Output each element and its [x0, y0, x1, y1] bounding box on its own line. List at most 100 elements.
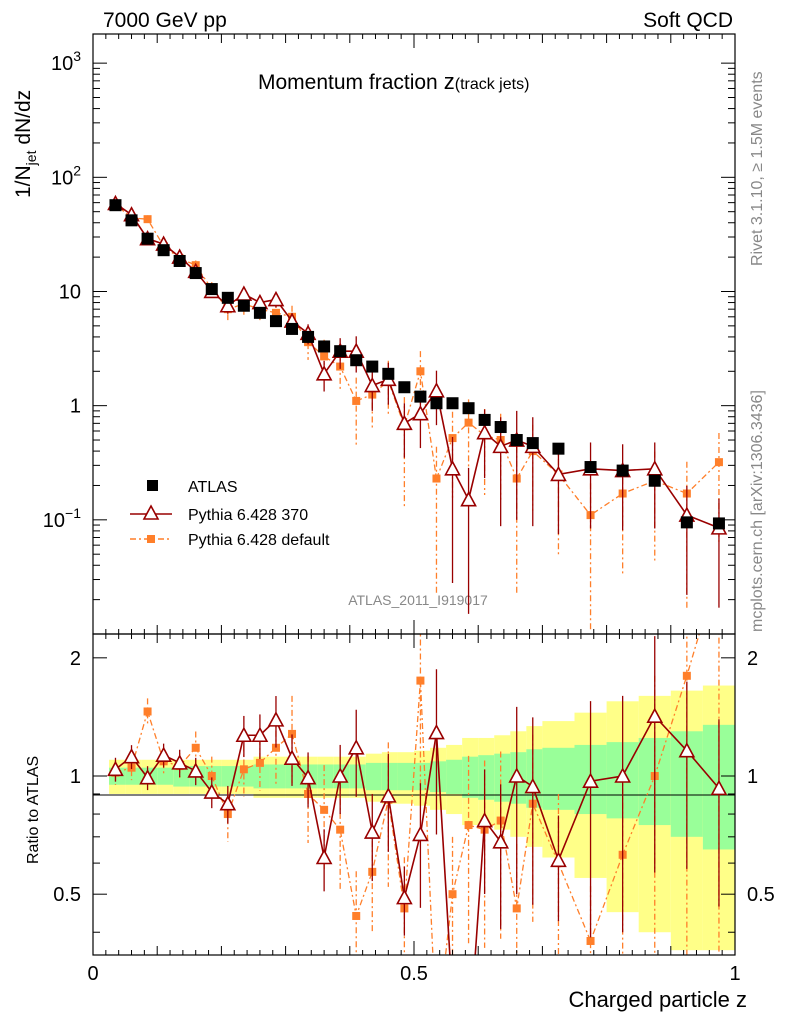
marker-mc370 [363, 376, 381, 393]
chart-title-text: Momentum fraction [258, 71, 438, 94]
marker-mc370 [412, 405, 429, 421]
y-tick-label: 10−1 [43, 505, 81, 532]
marker-mc370 [508, 767, 526, 783]
marker-atlas [237, 299, 250, 312]
marker-atlas [173, 254, 186, 267]
band-inner-bin [317, 764, 334, 789]
mcplots-label: mcplots.cern.ch [arXiv:1306.3436] [749, 390, 766, 632]
ratio-y-tick-label: 2 [70, 648, 81, 670]
legend-label-mcdefault: Pythia 6.428 default [188, 532, 330, 549]
marker-atlas [552, 442, 565, 455]
marker-mcdefault [416, 367, 425, 376]
marker-mc370 [251, 726, 269, 743]
marker-mc370 [646, 707, 664, 724]
y-tick-label: 102 [51, 162, 81, 189]
ratio-ylabel: Ratio to ATLAS [25, 756, 42, 864]
band-inner-bin [446, 759, 463, 794]
marker-atlas [430, 397, 443, 410]
marker-mc370 [614, 767, 631, 783]
marker-atlas [526, 437, 539, 450]
marker-atlas [269, 315, 282, 328]
band-inner-bin [397, 762, 414, 791]
marker-atlas [494, 421, 507, 434]
marker-mcdefault [586, 936, 595, 945]
y-tick-exp: −1 [65, 505, 81, 521]
marker-mc370 [550, 465, 567, 482]
marker-mcdefault [352, 911, 361, 920]
y-tick-label: 1 [70, 396, 81, 418]
analysis-id: ATLAS_2011_I919017 [348, 592, 488, 608]
legend-marker-mcdefault [147, 535, 155, 543]
marker-mc370 [107, 760, 124, 777]
ratio-plot-marks [107, 634, 728, 955]
marker-mc370 [171, 754, 189, 770]
y-tick-base: 10 [51, 53, 73, 75]
band-inner-bin [157, 767, 174, 785]
marker-mc370 [582, 772, 599, 789]
marker-mc370 [299, 769, 317, 785]
marker-atlas [157, 244, 170, 257]
marker-atlas [478, 413, 491, 426]
header-left: 7000 GeV pp [103, 9, 227, 32]
band-inner-bin [365, 762, 382, 791]
marker-atlas [680, 516, 693, 529]
main-ylabel-main: 1/N [12, 165, 35, 198]
marker-atlas [141, 232, 154, 245]
band-inner-bin [173, 766, 190, 787]
band-inner-bin [349, 764, 366, 789]
marker-atlas [302, 330, 315, 343]
chart-title-var: z [444, 69, 455, 94]
ratio-y-tick-label-right: 2 [747, 648, 758, 670]
legend-marker-mc370 [142, 504, 160, 520]
ratio-y-tick-label: 0.5 [53, 884, 81, 906]
marker-mc370 [428, 382, 445, 398]
marker-mcdefault [191, 743, 200, 752]
y-tick-exp: 3 [73, 48, 81, 64]
marker-mc370 [235, 285, 253, 301]
marker-mcdefault [288, 729, 297, 738]
marker-mc370 [347, 739, 365, 755]
marker-atlas [205, 283, 218, 296]
legend-label-mc370: Pythia 6.428 370 [188, 507, 308, 524]
marker-atlas [366, 360, 379, 373]
marker-atlas [334, 345, 347, 358]
marker-atlas [221, 291, 234, 304]
marker-mc370 [524, 777, 542, 794]
marker-mc370 [396, 414, 413, 431]
marker-atlas [616, 464, 629, 477]
x-tick-label: 1 [729, 963, 740, 985]
marker-mc370 [476, 811, 493, 828]
marker-mcdefault [682, 671, 691, 680]
band-inner-bin [285, 764, 302, 789]
main-ylabel-tail: dN/dz [12, 90, 35, 151]
marker-mc370 [492, 437, 510, 454]
x-tick-label: 0 [87, 963, 98, 985]
legend-marker-atlas [147, 480, 158, 491]
marker-mc370 [444, 460, 461, 476]
marker-mc370 [267, 711, 285, 727]
marker-atlas [286, 322, 299, 335]
marker-mcdefault [464, 821, 473, 830]
main-plot-marks [107, 194, 728, 630]
band-inner-bin [381, 762, 398, 791]
marker-mc370 [283, 749, 301, 766]
marker-mcdefault [255, 758, 264, 767]
marker-atlas [350, 354, 363, 367]
marker-mc370 [203, 783, 221, 799]
marker-mc370 [267, 290, 285, 307]
band-inner-bin [269, 764, 286, 789]
marker-mc370 [412, 825, 429, 842]
marker-mc370 [396, 888, 413, 905]
legend-label-atlas: ATLAS [188, 479, 238, 496]
marker-atlas [253, 306, 266, 319]
ratio-y-tick-label-right: 1 [747, 766, 758, 788]
y-tick-label: 10 [59, 281, 81, 303]
marker-mc370 [363, 823, 381, 839]
band-inner-bin [414, 762, 431, 791]
band-inner-bin [430, 761, 447, 793]
band-inner-bin [125, 767, 142, 785]
marker-mc370 [460, 491, 477, 507]
band-inner-bin [542, 747, 575, 810]
